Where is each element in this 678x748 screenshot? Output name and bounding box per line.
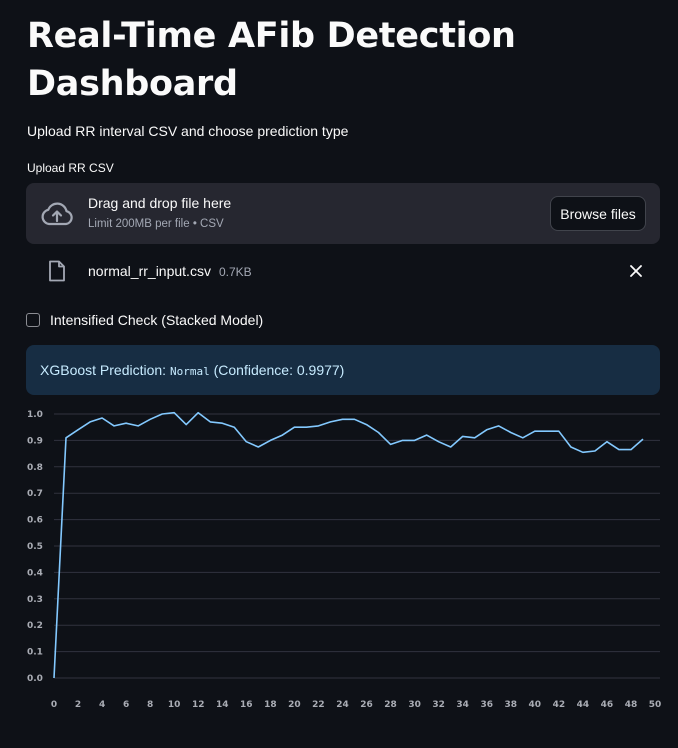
chart-x-axis: 0 2 4 6 8 10 12 14 16 18 20 22 24 26 28 30 32 34 36 38 40 42 4… xyxy=(51,700,661,710)
y-tick-label: 0.7 xyxy=(27,489,43,499)
x-tick-label: 34 xyxy=(456,700,469,710)
x-tick-label: 12 xyxy=(192,700,205,710)
y-tick-label: 0.2 xyxy=(27,621,43,631)
uploaded-file-name: normal_rr_input.csv xyxy=(88,263,211,279)
dropzone-limit-hint: Limit 200MB per file • CSV xyxy=(88,218,224,230)
intensified-check-checkbox[interactable] xyxy=(26,313,40,327)
y-tick-label: 0.8 xyxy=(27,463,43,473)
x-tick-label: 18 xyxy=(264,700,277,710)
x-tick-label: 8 xyxy=(147,700,153,710)
x-tick-label: 0 xyxy=(51,700,57,710)
x-tick-label: 22 xyxy=(312,700,325,710)
close-icon[interactable] xyxy=(629,264,643,278)
prediction-text: XGBoost Prediction: Normal (Confidence: … xyxy=(40,362,344,378)
x-tick-label: 16 xyxy=(240,700,253,710)
prediction-confidence: (Confidence: 0.9977) xyxy=(209,362,345,378)
x-tick-label: 48 xyxy=(625,700,638,710)
x-tick-label: 36 xyxy=(480,700,493,710)
file-icon xyxy=(49,260,65,282)
browse-files-button[interactable]: Browse files xyxy=(550,196,646,231)
x-tick-label: 28 xyxy=(384,700,397,710)
x-tick-label: 30 xyxy=(408,700,421,710)
prediction-prefix: XGBoost Prediction: xyxy=(40,362,170,378)
x-tick-label: 42 xyxy=(553,700,566,710)
page-title: Real-Time AFib Detection Dashboard xyxy=(27,16,516,104)
x-tick-label: 4 xyxy=(99,700,105,710)
x-tick-label: 26 xyxy=(360,700,373,710)
y-tick-label: 0.0 xyxy=(27,674,43,684)
prediction-value: Normal xyxy=(169,365,210,378)
y-tick-label: 0.4 xyxy=(27,568,43,578)
y-tick-label: 0.1 xyxy=(27,648,43,658)
x-tick-label: 44 xyxy=(577,700,590,710)
x-tick-label: 14 xyxy=(216,700,229,710)
x-tick-label: 10 xyxy=(168,700,181,710)
uploaded-file-size: 0.7KB xyxy=(219,265,252,279)
file-dropzone[interactable]: Drag and drop file here Limit 200MB per … xyxy=(26,183,660,244)
uploaded-file-row: normal_rr_input.csv 0.7KB xyxy=(26,256,660,288)
chart-y-axis: 0.0 0.1 0.2 0.3 0.4 0.5 0.6 0.7 0.8 0.9 1.0 xyxy=(27,410,43,684)
prediction-alert: XGBoost Prediction: Normal (Confidence: … xyxy=(26,345,660,395)
series-line xyxy=(53,411,644,679)
x-tick-label: 20 xyxy=(288,700,301,710)
cloud-upload-icon xyxy=(41,202,73,226)
x-tick-label: 2 xyxy=(75,700,81,710)
x-tick-label: 38 xyxy=(504,700,517,710)
x-tick-label: 46 xyxy=(601,700,614,710)
y-tick-label: 0.5 xyxy=(27,542,43,552)
x-tick-label: 32 xyxy=(432,700,445,710)
x-tick-label: 50 xyxy=(649,700,662,710)
x-tick-label: 24 xyxy=(336,700,349,710)
dropzone-instructions: Drag and drop file here xyxy=(88,195,232,211)
chart-points xyxy=(54,413,643,678)
intensified-check-label[interactable]: Intensified Check (Stacked Model) xyxy=(50,312,264,328)
y-tick-label: 0.9 xyxy=(27,436,43,446)
y-tick-label: 0.3 xyxy=(27,595,43,605)
y-tick-label: 1.0 xyxy=(27,410,43,420)
chart-grid xyxy=(54,413,660,679)
upload-label: Upload RR CSV xyxy=(27,161,114,175)
x-tick-label: 6 xyxy=(123,700,129,710)
x-tick-label: 40 xyxy=(529,700,542,710)
page-subtitle: Upload RR interval CSV and choose predic… xyxy=(27,123,349,139)
y-tick-label: 0.6 xyxy=(27,516,43,526)
